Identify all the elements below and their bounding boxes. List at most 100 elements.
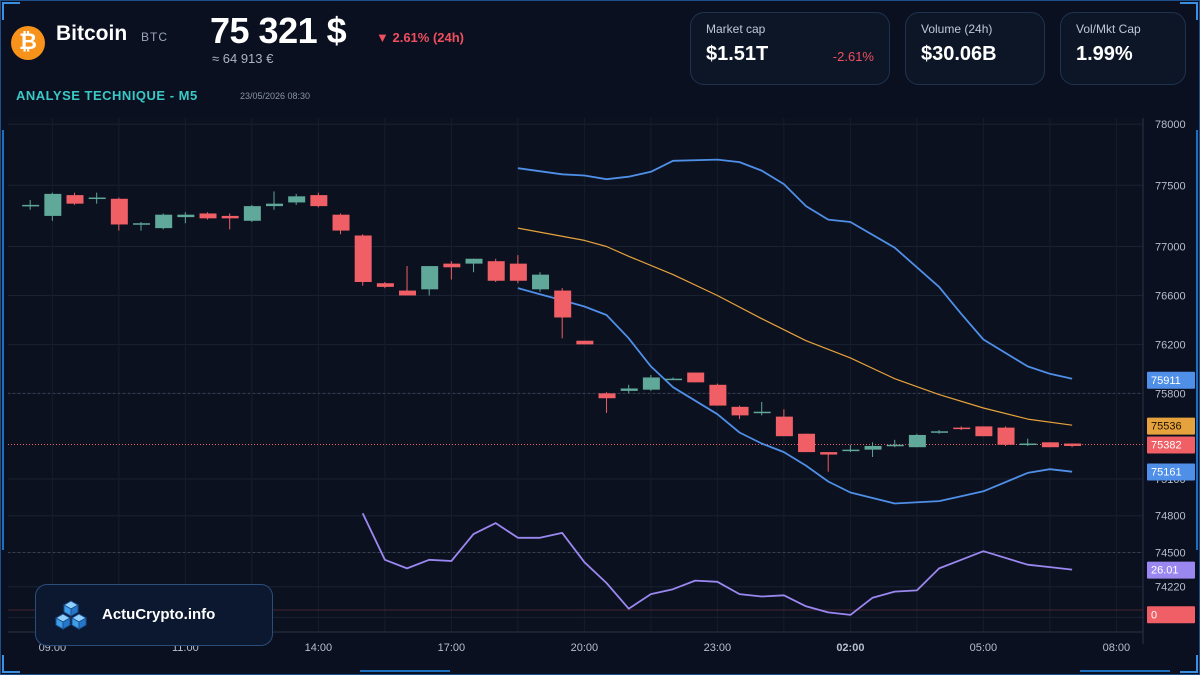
- frame-corner: [2, 2, 20, 20]
- y-tick-label: 75800: [1155, 388, 1186, 400]
- frame-side-accent: [2, 130, 4, 550]
- series-line-bollinger: [517, 287, 1073, 505]
- brand-name: ActuCrypto.info: [102, 606, 216, 623]
- price-eur: ≈ 64 913 €: [212, 51, 274, 66]
- candle-body: [953, 427, 971, 430]
- x-tick-label: 14:00: [305, 642, 333, 654]
- series-line-bollinger: [517, 158, 1073, 380]
- card-value: $30.06B: [921, 43, 997, 65]
- header: ₿ Bitcoin BTC 75 321 $ ≈ 64 913 € ▼ 2.61…: [0, 0, 1200, 120]
- series-line-ma: [517, 227, 1073, 426]
- candle-body: [820, 452, 838, 455]
- candle-body: [886, 444, 904, 447]
- price-tag-label: 26.01: [1151, 565, 1179, 577]
- candle-body: [931, 431, 949, 433]
- price-tag-box: [1147, 463, 1195, 481]
- candle-body: [421, 266, 439, 290]
- y-tick-label: 76200: [1155, 339, 1186, 351]
- market-cap-card: Market cap $1.51T -2.61%: [690, 12, 890, 85]
- candle-body: [731, 406, 749, 416]
- candle-body: [908, 434, 926, 448]
- chart-indicator-lines: [361, 158, 1073, 616]
- candle-body: [243, 206, 261, 221]
- candle-body: [1064, 443, 1082, 446]
- candle-body: [110, 198, 128, 225]
- frame-corner: [1180, 2, 1198, 20]
- candle-body: [155, 214, 173, 229]
- card-label: Market cap: [706, 22, 766, 36]
- price-tag-label: 0: [1151, 609, 1157, 621]
- brand-badge[interactable]: ActuCrypto.info: [35, 584, 273, 646]
- card-value: $1.51T: [706, 43, 769, 65]
- candle-body: [576, 340, 594, 345]
- candle-body: [709, 384, 727, 406]
- coin-ticker: BTC: [141, 30, 168, 44]
- chart-datetime: 23/05/2026 08:30: [240, 91, 311, 101]
- candle-body: [997, 427, 1015, 445]
- price-tag-label: 75536: [1151, 421, 1182, 433]
- y-tick-label: 78000: [1155, 119, 1186, 131]
- y-tick-label: 74500: [1155, 547, 1186, 559]
- candle-body: [221, 215, 239, 219]
- candle-body: [399, 290, 417, 296]
- candle-body: [44, 193, 62, 216]
- candle-body: [620, 388, 638, 391]
- candle-body: [753, 411, 771, 414]
- candle-body: [775, 416, 793, 437]
- candle-body: [199, 213, 217, 219]
- x-tick-label: 05:00: [970, 642, 998, 654]
- frame-corner: [2, 655, 20, 673]
- candle-body: [532, 274, 550, 290]
- card-label: Volume (24h): [921, 22, 993, 36]
- x-tick-label: 02:00: [836, 642, 864, 654]
- x-tick-label: 20:00: [571, 642, 599, 654]
- candle-body: [88, 197, 106, 200]
- card-value: 1.99%: [1076, 43, 1133, 65]
- volume-card: Volume (24h) $30.06B: [905, 12, 1045, 85]
- price-tag-box: [1147, 371, 1195, 389]
- candle-body: [975, 426, 993, 437]
- plot-background: [8, 118, 1143, 632]
- frame-corner: [1180, 655, 1198, 673]
- candle-body: [288, 196, 306, 203]
- candle-body: [798, 433, 816, 453]
- candle-body: [310, 195, 328, 207]
- candle-body: [509, 263, 527, 281]
- y-tick-label: 74220: [1155, 582, 1186, 594]
- price-change-24h: ▼ 2.61% (24h): [376, 30, 465, 45]
- x-tick-label: 17:00: [438, 642, 466, 654]
- candle-body: [266, 203, 284, 207]
- card-label: Vol/Mkt Cap: [1076, 22, 1141, 36]
- candle-body: [465, 258, 483, 264]
- card-change: -2.61%: [832, 49, 874, 64]
- price-tag-box: [1147, 436, 1195, 454]
- candle-body: [687, 372, 705, 383]
- series-line-rsi: [361, 512, 1073, 616]
- candle-body: [842, 449, 860, 452]
- candle-body: [443, 263, 461, 268]
- frame-bottom-accent: [360, 670, 450, 672]
- candle-body: [487, 261, 505, 281]
- candle-body: [1041, 442, 1059, 448]
- frame-side-accent: [1196, 130, 1198, 550]
- y-tick-label: 74800: [1155, 511, 1186, 523]
- price-tag-label: 75161: [1151, 467, 1182, 479]
- price-tags: 75911 75536 75382 75161 26.01 0: [1147, 371, 1195, 624]
- price-tag-box: [1147, 561, 1195, 579]
- vol-mkt-cap-card: Vol/Mkt Cap 1.99%: [1060, 12, 1186, 85]
- y-tick-label: 77000: [1155, 242, 1186, 254]
- y-tick-label: 76600: [1155, 290, 1186, 302]
- candle-body: [177, 214, 195, 218]
- cubes-logo-icon: [54, 600, 88, 630]
- price-tag-box: [1147, 417, 1195, 435]
- price-usd: 75 321 $: [210, 10, 347, 51]
- candle-body: [1019, 443, 1037, 446]
- candle-body: [133, 223, 151, 225]
- candle-body: [376, 283, 394, 287]
- price-tag-label: 75382: [1151, 440, 1182, 452]
- price-tag-box: [1147, 606, 1195, 624]
- candle-body: [665, 378, 683, 381]
- chart-candles: [22, 191, 1082, 472]
